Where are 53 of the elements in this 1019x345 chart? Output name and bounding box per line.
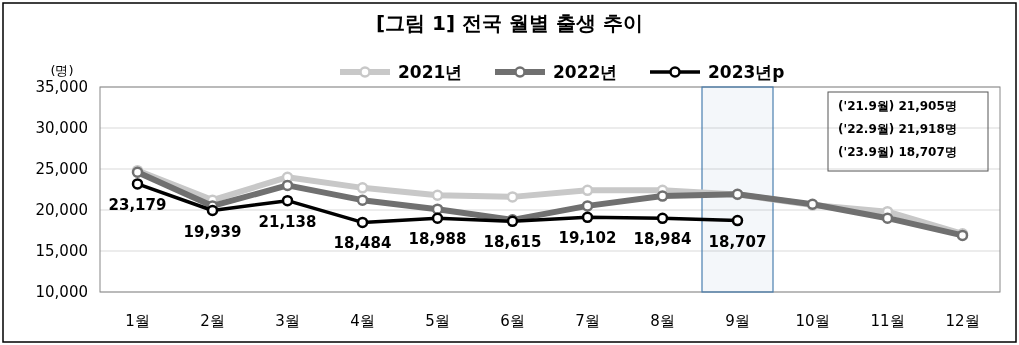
point: [656, 190, 669, 202]
y-tick-label: 20,000: [35, 201, 88, 219]
legend-label: 2021년: [398, 62, 463, 82]
data-label: 21,138: [258, 212, 317, 231]
x-tick-label: 8월: [650, 312, 675, 330]
y-tick-label: 25,000: [35, 160, 88, 178]
annotation: ('21.9월) 21,905명: [838, 99, 957, 113]
annotation: ('23.9월) 18,707명: [838, 145, 957, 159]
point: [431, 203, 444, 215]
chart-title: [그림 1] 전국 월별 출생 추이: [375, 11, 644, 35]
point: [281, 179, 294, 192]
x-tick-label: 2월: [200, 312, 225, 330]
data-label: 19,939: [183, 222, 242, 241]
x-tick-label: 5월: [425, 312, 450, 330]
point: [281, 194, 294, 207]
x-tick-label: 10월: [795, 312, 830, 330]
y-tick-label: 15,000: [35, 242, 88, 260]
x-tick-label: 6월: [500, 312, 525, 330]
point: [581, 184, 594, 197]
data-label: 18,988: [408, 230, 467, 249]
data-label: 18,707: [708, 232, 767, 251]
point: [581, 211, 594, 224]
point: [206, 204, 219, 217]
point: [431, 212, 444, 225]
y-tick-label: 35,000: [35, 78, 88, 96]
data-label: 18,615: [483, 233, 542, 252]
point: [356, 182, 369, 194]
point: [881, 212, 894, 224]
y-tick-label: 30,000: [35, 119, 88, 137]
point: [656, 212, 669, 225]
y-axis-title: (명): [50, 63, 74, 78]
point: [131, 178, 144, 190]
annotation: ('22.9월) 21,918명: [838, 122, 957, 136]
data-label: 18,984: [633, 230, 692, 249]
x-tick-label: 11월: [870, 312, 905, 330]
point: [356, 194, 369, 206]
point: [581, 200, 594, 212]
legend-label: 2023년p: [708, 62, 785, 82]
data-label: 18,484: [333, 234, 392, 253]
x-tick-label: 4월: [350, 312, 375, 330]
x-tick-label: 12월: [945, 312, 980, 330]
x-tick-label: 1월: [125, 312, 150, 330]
x-tick-label: 3월: [275, 312, 300, 330]
point: [356, 216, 369, 229]
data-label: 23,179: [108, 195, 167, 214]
y-tick-label: 10,000: [35, 283, 88, 301]
point: [731, 214, 744, 227]
data-label: 19,102: [558, 229, 617, 248]
x-tick-label: 9월: [725, 312, 750, 330]
point: [431, 189, 444, 201]
point: [506, 191, 519, 203]
legend-label: 2022년: [553, 62, 618, 82]
x-tick-label: 7월: [575, 312, 600, 330]
